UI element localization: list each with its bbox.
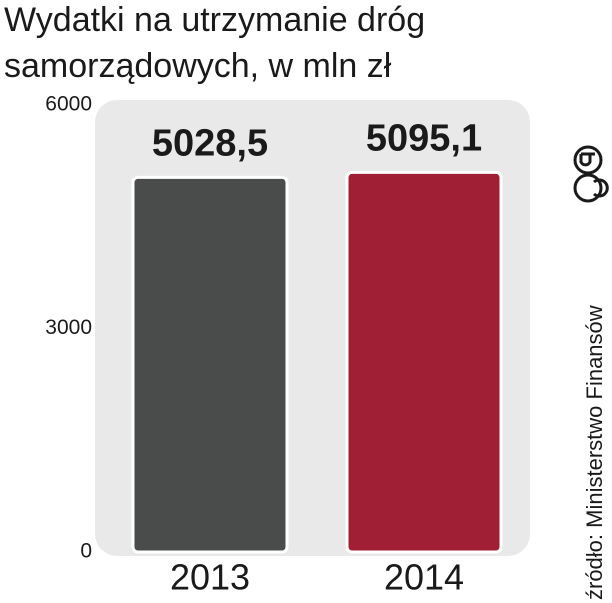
bar: [345, 170, 503, 554]
y-tick-label: 0: [80, 540, 92, 563]
source: źródło: Ministerstwo Finansów: [582, 305, 607, 600]
y-tick-label: 6000: [45, 93, 92, 116]
y-tick-label: 3000: [45, 316, 92, 339]
value-label: 5095,1: [366, 117, 482, 159]
chart-title: Wydatki na utrzymanie dróg: [4, 1, 425, 39]
value-label: 5028,5: [152, 122, 268, 164]
logo: [573, 145, 609, 203]
x-tick-label: 2013: [170, 557, 250, 598]
chart-title: samorządowych, w mln zł: [4, 47, 392, 85]
x-tick-label: 2014: [384, 557, 464, 598]
bar: [131, 175, 289, 554]
